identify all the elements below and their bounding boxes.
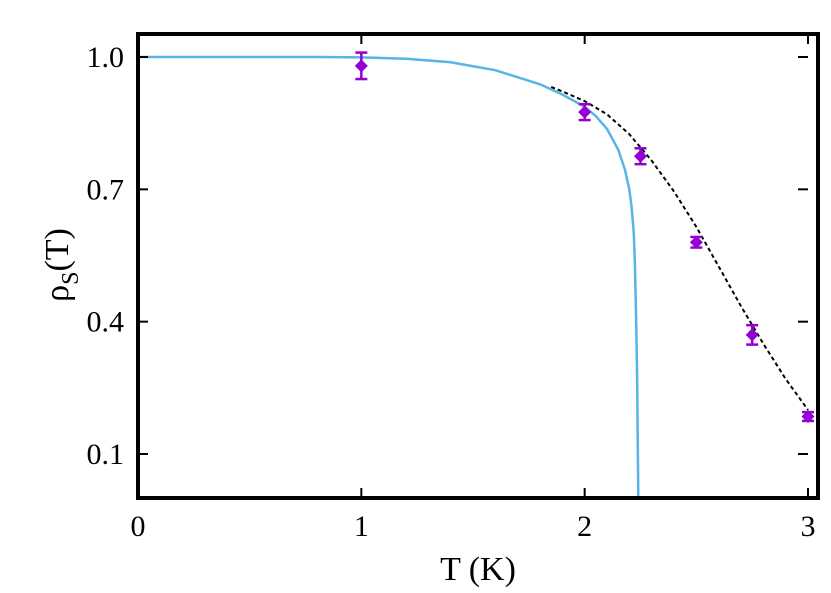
y-axis-title-main: ρ (39, 285, 76, 302)
x-tick-label: 1 (354, 510, 369, 543)
y-tick-label: 0.1 (87, 438, 125, 471)
x-tick-label: 3 (801, 510, 816, 543)
x-tick-label: 0 (131, 510, 146, 543)
ticks-layer: 0 1 2 3 0.1 0.4 0.7 1.0 (87, 34, 816, 543)
dashed-fit-curve (550, 86, 809, 411)
data-point (745, 328, 759, 342)
y-axis-title: ρS(T) (39, 228, 84, 302)
data-point (354, 59, 368, 73)
y-tick-label: 0.4 (87, 306, 125, 339)
curves-layer (138, 55, 809, 499)
data-point (578, 105, 592, 119)
data-point (801, 410, 815, 424)
x-tick-label: 2 (577, 510, 592, 543)
data-point (634, 149, 647, 163)
data-point (689, 235, 703, 249)
y-axis-title-rest: (T) (39, 228, 76, 271)
plot-frame (136, 32, 820, 500)
x-axis-title: T (K) (440, 551, 516, 588)
y-tick-label: 1.0 (87, 41, 125, 74)
y-axis-title-sub: S (58, 272, 84, 285)
solid-fit-curve (138, 55, 640, 499)
points-layer (354, 51, 815, 424)
y-tick-label: 0.7 (87, 173, 125, 206)
